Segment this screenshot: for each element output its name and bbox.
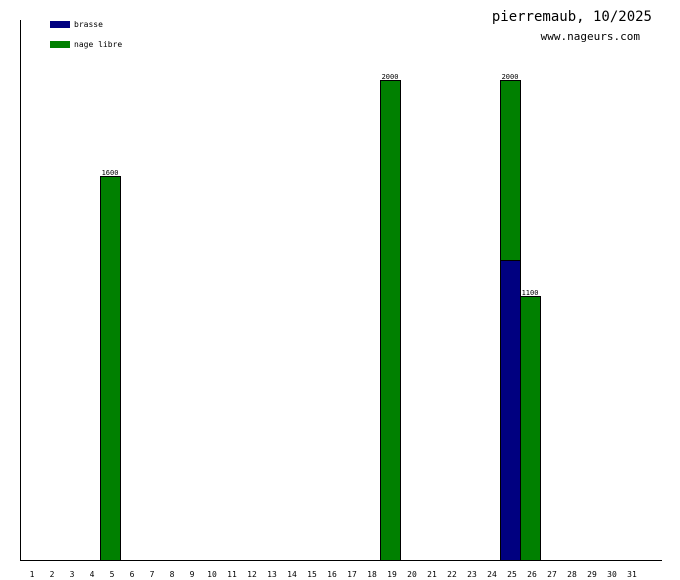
x-tick-label: 24 [487,570,497,579]
x-tick-label: 14 [287,570,297,579]
x-tick-label: 10 [207,570,217,579]
x-tick-label: 7 [150,570,155,579]
x-tick-label: 25 [507,570,517,579]
x-tick-label: 31 [627,570,637,579]
legend-label-nage-libre: nage libre [74,39,123,49]
x-tick-label: 28 [567,570,577,579]
legend-swatch-nage-libre [50,40,70,48]
x-tick-label: 8 [170,570,175,579]
x-tick-label: 2 [50,570,55,579]
x-tick-label: 17 [347,570,357,579]
x-tick-label: 6 [130,570,135,579]
x-tick-label: 5 [110,570,115,579]
x-tick-label: 12 [247,570,257,579]
x-tick-label: 1 [30,570,35,579]
chart-subtitle: www.nageurs.com [540,30,640,43]
bar-total-label: 2000 [382,73,399,81]
bar-nage-libre-25 [500,80,521,261]
x-tick-label: 21 [427,570,437,579]
bar-nage-libre-19 [380,80,401,561]
x-tick-label: 22 [447,570,457,579]
bar-total-label: 2000 [502,73,519,81]
x-tick-label: 16 [327,570,337,579]
bar-nage-libre-26 [520,296,541,561]
x-tick-label: 23 [467,570,477,579]
x-tick-label: 29 [587,570,597,579]
bars-group [100,80,541,561]
legend-label-brasse: brasse [74,19,103,29]
x-tick-label: 30 [607,570,617,579]
x-tick-label: 15 [307,570,317,579]
bar-total-label: 1600 [102,169,119,177]
x-tick-labels-group: 1 2 3 4 5 6 7 8 9 10 11 12 13 14 15 16 17 18 19 20 21 22 23 24 2… [30,570,637,579]
legend-swatch-brasse [50,20,70,28]
bar-total-label: 1100 [522,289,539,297]
x-tick-label: 26 [527,570,537,579]
x-tick-label: 20 [407,570,417,579]
x-tick-label: 19 [387,570,397,579]
x-tick-label: 9 [190,570,195,579]
bar-brasse-25 [500,260,521,561]
x-tick-label: 11 [227,570,237,579]
x-tick-label: 4 [90,570,95,579]
legend: brasse nage libre [50,14,122,54]
legend-item-nage-libre: nage libre [50,34,122,54]
bar-labels-group: 1600 2000 2000 1100 [102,73,539,297]
legend-item-brasse: brasse [50,14,122,34]
x-tick-label: 3 [70,570,75,579]
bar-nage-libre-5 [100,176,121,561]
chart-title: pierremaub, 10/2025 [491,9,652,25]
x-tick-label: 27 [547,570,557,579]
x-tick-label: 13 [267,570,277,579]
x-tick-label: 18 [367,570,377,579]
